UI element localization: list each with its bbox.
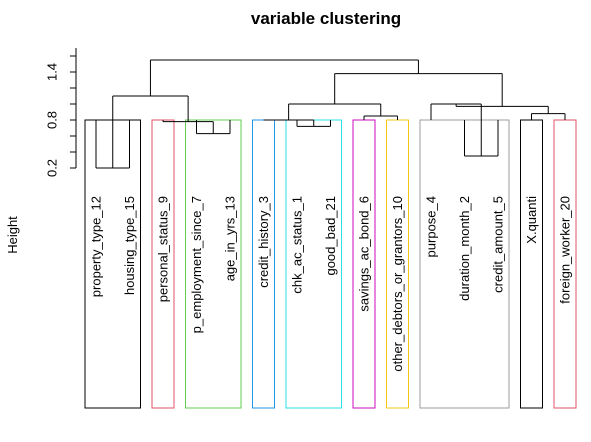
leaf-label: purpose_4 [424, 196, 439, 257]
leaf-label: personal_status_9 [156, 196, 171, 302]
leaf-label: savings_ac_bond_6 [357, 196, 372, 312]
y-tick-label: 0.2 [45, 159, 60, 177]
cluster-box [185, 119, 242, 409]
dendrogram-branches [95, 59, 566, 169]
leaf-label: foreign_worker_20 [558, 196, 573, 304]
chart-title: variable clustering [251, 9, 401, 28]
leaf-label: chk_ac_status_1 [290, 196, 305, 294]
cluster-box [520, 119, 543, 409]
leaf-label: p_employment_since_7 [189, 196, 204, 333]
leaf-label: housing_type_15 [122, 196, 137, 295]
y-tick-label: 0.8 [45, 111, 60, 129]
y-axis-label: Height [5, 216, 20, 254]
leaf-labels: property_type_12 housing_type_15 personal_… [89, 196, 573, 372]
leaf-label: duration_month_2 [457, 196, 472, 301]
leaf-label: good_bad_21 [323, 196, 338, 276]
leaf-label: credit_history_3 [256, 196, 271, 288]
leaf-label: X.quanti [524, 196, 539, 244]
leaf-label: age_in_yrs_13 [223, 196, 238, 281]
y-tick-label: 1.4 [45, 63, 60, 81]
leaf-label: property_type_12 [89, 196, 104, 297]
leaf-label: other_debtors_or_grantors_10 [390, 196, 405, 372]
leaf-label: credit_amount_5 [491, 196, 506, 293]
y-axis: 0.2 0.8 1.4 [45, 48, 77, 177]
